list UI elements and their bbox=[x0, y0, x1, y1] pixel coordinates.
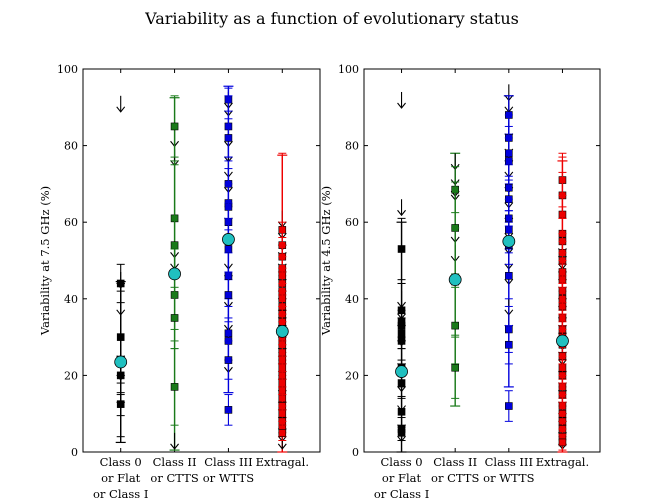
x-category-label: Extragal. bbox=[256, 455, 309, 469]
x-category-label-line: or WTTS bbox=[203, 471, 254, 485]
data-point bbox=[170, 241, 179, 249]
x-category-label-line: Class 0 bbox=[100, 455, 142, 469]
data-point bbox=[116, 371, 125, 380]
upper-limit-arrowhead bbox=[397, 102, 406, 109]
upper-limit-arrowhead bbox=[397, 209, 406, 217]
series-group bbox=[395, 91, 408, 453]
data-point bbox=[451, 363, 459, 372]
mean-marker bbox=[556, 334, 569, 348]
y-tick-label: 20 bbox=[64, 369, 78, 382]
y-tick-label: 100 bbox=[57, 63, 78, 76]
data-point bbox=[224, 134, 233, 142]
x-category-label-line: or Class I bbox=[374, 487, 429, 501]
data-point bbox=[170, 314, 179, 322]
data-point bbox=[224, 291, 233, 299]
series-group bbox=[448, 152, 462, 407]
x-category-label-line: Extragal. bbox=[536, 455, 589, 469]
y-tick-label: 100 bbox=[338, 63, 359, 76]
x-category-label-line: Extragal. bbox=[256, 455, 309, 469]
panel-7-5ghz: 0 20 40 60 80 100 Variability at 7.5 GHz (%) Cl… bbox=[38, 63, 321, 501]
data-point bbox=[505, 272, 513, 280]
x-category-label-line: or Flat bbox=[101, 471, 141, 485]
figure-title: Variability as a function of evolutionar… bbox=[144, 9, 519, 28]
upper-limit-arrowhead bbox=[277, 443, 287, 450]
x-category-label-line: Class II bbox=[153, 455, 197, 469]
mean-marker bbox=[168, 267, 181, 281]
x-category-label: Class II or CTTS bbox=[431, 455, 479, 485]
x-category-label: Class 0 or Flat or Class I bbox=[374, 455, 429, 501]
y-tick-label: 0 bbox=[352, 446, 359, 459]
x-category-label-line: Class II bbox=[433, 455, 477, 469]
mean-marker bbox=[114, 355, 128, 369]
mean-marker bbox=[395, 365, 408, 378]
data-point bbox=[224, 245, 233, 253]
y-tick-label: 40 bbox=[64, 293, 78, 306]
data-point bbox=[224, 356, 233, 364]
x-category-label-line: or CTTS bbox=[431, 471, 479, 485]
plot-frame bbox=[363, 68, 601, 453]
data-point bbox=[558, 438, 567, 447]
x-category-label-line: Class 0 bbox=[380, 455, 422, 469]
data-point bbox=[116, 400, 125, 408]
y-tick-label: 60 bbox=[345, 216, 359, 229]
mean-marker bbox=[275, 324, 289, 338]
series-group bbox=[114, 95, 128, 444]
x-category-label-line: or WTTS bbox=[483, 471, 534, 485]
data-point bbox=[224, 406, 233, 414]
data-point bbox=[397, 407, 406, 416]
series-group bbox=[275, 152, 289, 453]
data-point bbox=[278, 429, 287, 437]
data-point bbox=[170, 122, 179, 131]
x-category-label-line: Class III bbox=[204, 455, 252, 469]
series-group bbox=[222, 85, 235, 426]
y-axis-title: Variability at 4.5 GHz (%) bbox=[319, 186, 333, 336]
upper-limit-arrowhead bbox=[116, 106, 126, 113]
data-point bbox=[170, 383, 179, 391]
mean-marker bbox=[502, 234, 516, 248]
y-axis-title: Variability at 7.5 GHz (%) bbox=[38, 186, 52, 336]
series-group bbox=[168, 95, 181, 451]
y-tick-label: 80 bbox=[345, 140, 359, 153]
series-group bbox=[502, 84, 516, 422]
upper-limit-arrowhead bbox=[397, 435, 406, 443]
x-category-label-line: or CTTS bbox=[150, 471, 198, 485]
upper-limit-arrowhead bbox=[170, 443, 179, 450]
mean-marker bbox=[448, 273, 462, 287]
x-category-label-line: or Flat bbox=[382, 471, 422, 485]
y-tick-label: 60 bbox=[64, 216, 78, 229]
x-category-label: Class 0 or Flat or Class I bbox=[93, 455, 148, 501]
data-point bbox=[505, 402, 513, 410]
x-category-label-line: or Class I bbox=[93, 487, 148, 501]
plot-frame bbox=[82, 68, 321, 453]
x-category-label: Class II or CTTS bbox=[150, 455, 198, 485]
data-point bbox=[505, 157, 513, 165]
data-point bbox=[397, 379, 406, 387]
y-tick-label: 0 bbox=[71, 446, 78, 459]
y-tick-label: 20 bbox=[345, 369, 359, 382]
mean-marker bbox=[222, 233, 235, 246]
x-category-label: Extragal. bbox=[536, 455, 589, 469]
panel-4-5ghz: 0 20 40 60 80 100 Variability at 4.5 GHz (%) Cl… bbox=[319, 63, 601, 501]
data-point bbox=[451, 321, 459, 330]
y-tick-label: 80 bbox=[64, 140, 78, 153]
data-point bbox=[397, 429, 406, 437]
series-group bbox=[556, 152, 569, 453]
data-point bbox=[397, 337, 406, 345]
x-category-label: Class III or WTTS bbox=[483, 455, 534, 485]
x-category-label: Class III or WTTS bbox=[203, 455, 254, 485]
x-category-label-line: Class III bbox=[485, 455, 533, 469]
y-tick-label: 40 bbox=[345, 293, 359, 306]
data-point bbox=[397, 245, 406, 253]
data-point bbox=[505, 340, 513, 349]
